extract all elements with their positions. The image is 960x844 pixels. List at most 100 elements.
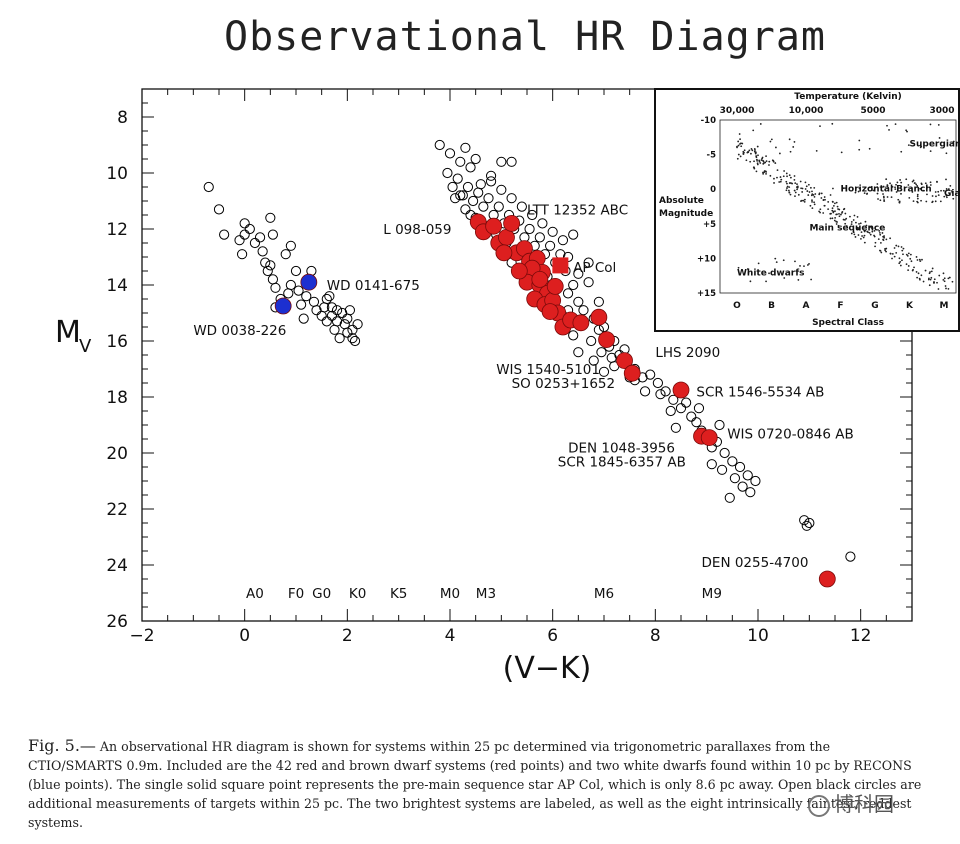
- inset-y-tick-label: +15: [697, 289, 716, 299]
- inset-star-dot: [811, 207, 814, 210]
- inset-star-dot: [854, 191, 857, 194]
- inset-star-dot: [776, 169, 779, 172]
- inset-star-dot: [762, 159, 764, 162]
- star-label: LHS 2090: [655, 345, 720, 361]
- filled-square-point: [552, 257, 569, 274]
- inset-star-dot: [808, 262, 810, 265]
- filled-circle-point: [495, 244, 513, 262]
- inset-star-dot: [841, 212, 843, 214]
- inset-region-label: White dwarfs: [737, 269, 805, 279]
- inset-star-dot: [947, 287, 950, 290]
- inset-star-dot: [895, 183, 897, 186]
- inset-star-dot: [768, 160, 771, 163]
- star-label: AP Col: [573, 260, 616, 276]
- inset-star-dot: [792, 146, 795, 148]
- open-circle-point: [285, 279, 296, 291]
- inset-star-dot: [765, 160, 768, 163]
- open-circle-point: [244, 223, 255, 235]
- open-circle-point: [308, 296, 320, 307]
- inset-star-dot: [785, 180, 788, 183]
- inset-star-dot: [929, 278, 932, 281]
- inset-star-dot: [742, 151, 745, 154]
- watermark-logo-icon: [808, 794, 830, 817]
- inset-star-dot: [789, 182, 792, 184]
- inset-star-dot: [811, 200, 813, 203]
- open-circle-point: [506, 193, 517, 204]
- inset-star-dot: [755, 170, 758, 173]
- inset-star-dot: [853, 233, 856, 236]
- open-circle-point: [578, 305, 589, 316]
- inset-star-dot: [810, 278, 813, 281]
- inset-star-dot: [747, 150, 749, 153]
- inset-star-dot: [844, 212, 847, 215]
- filled-circle-point: [590, 308, 608, 326]
- inset-star-dot: [876, 192, 879, 195]
- inset-star-dot: [831, 217, 834, 220]
- inset-star-dot: [907, 184, 910, 186]
- inset-star-dot: [952, 140, 955, 143]
- inset-star-dot: [737, 140, 740, 143]
- inset-star-dot: [894, 188, 897, 191]
- open-circle-point: [545, 240, 556, 251]
- inset-star-dot: [937, 190, 940, 193]
- open-circle-point: [516, 201, 527, 212]
- inset-region-label: Main sequence: [809, 224, 885, 234]
- x-tick-label: 10: [747, 626, 769, 646]
- star-label: WD 0038-226: [193, 323, 286, 339]
- inset-star-dot: [934, 191, 937, 193]
- inset-star-dot: [780, 178, 783, 181]
- inset-star-dot: [773, 177, 775, 180]
- open-circle-point: [280, 249, 291, 260]
- inset-star-dot: [802, 199, 805, 202]
- star-label: L 098-059: [383, 222, 451, 238]
- inset-star-dot: [863, 192, 866, 195]
- inset-star-dot: [803, 200, 806, 203]
- inset-star-dot: [829, 212, 832, 215]
- inset-star-dot: [900, 246, 903, 248]
- inset-star-dot: [919, 187, 922, 190]
- inset-star-dot: [823, 196, 826, 198]
- inset-star-dot: [877, 238, 880, 241]
- inset-star-dot: [768, 272, 770, 275]
- open-circle-point: [557, 235, 569, 246]
- caption-prefix: Fig. 5.—: [28, 736, 96, 755]
- inset-star-dot: [901, 259, 903, 262]
- inset-star-dot: [937, 194, 940, 197]
- inset-star-dot: [885, 178, 888, 181]
- open-circle-point: [534, 232, 545, 243]
- inset-star-dot: [799, 180, 802, 183]
- open-circle-point: [347, 333, 358, 344]
- inset-star-dot: [808, 191, 811, 193]
- inset-star-dot: [876, 186, 879, 189]
- inset-star-dot: [788, 174, 791, 177]
- inset-star-dot: [916, 276, 919, 279]
- inset-star-dot: [879, 233, 882, 236]
- inset-star-dot: [773, 182, 775, 184]
- inset-top-tick-label: 30,000: [720, 106, 755, 116]
- inset-star-dot: [797, 193, 800, 196]
- open-circle-point: [478, 201, 489, 212]
- inset-star-dot: [937, 288, 940, 290]
- inset-star-dot: [822, 212, 825, 214]
- inset-star-dot: [833, 202, 836, 205]
- inset-star-dot: [857, 234, 860, 236]
- inset-star-dot: [916, 195, 919, 198]
- open-circle-point: [714, 419, 725, 431]
- open-circle-point: [219, 229, 230, 240]
- inset-star-dot: [769, 140, 772, 143]
- open-circle-point: [737, 481, 748, 492]
- open-circle-point: [290, 265, 302, 277]
- spectral-type-label: K5: [390, 586, 407, 602]
- inset-star-dot: [775, 261, 778, 264]
- star-label: LTT 12352 ABC: [527, 202, 628, 218]
- inset-star-dot: [891, 253, 894, 255]
- inset-star-dot: [929, 150, 932, 153]
- inset-star-dot: [796, 185, 799, 188]
- inset-star-dot: [873, 229, 876, 232]
- inset-star-dot: [794, 191, 797, 194]
- inset-star-dot: [947, 188, 950, 190]
- inset-star-dot: [900, 150, 903, 153]
- open-circle-point: [460, 142, 471, 153]
- inset-star-dot: [774, 257, 777, 260]
